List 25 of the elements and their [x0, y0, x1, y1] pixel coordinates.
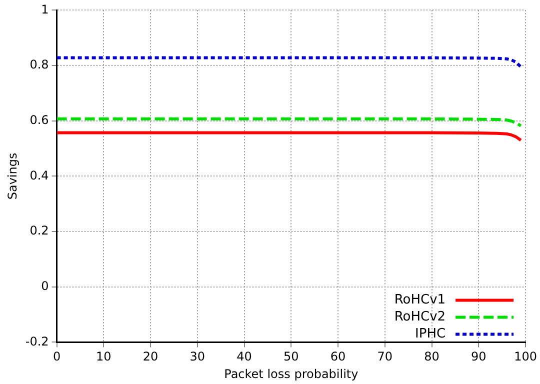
x-tick-label: 90 [471, 350, 486, 364]
legend-label: RoHCv1 [394, 292, 446, 308]
y-tick-label: 1 [41, 2, 49, 16]
x-tick-label: 10 [96, 350, 112, 364]
x-tick-label: 50 [284, 350, 299, 364]
x-tick-label: 60 [330, 350, 346, 364]
x-tick-label: 30 [190, 350, 206, 364]
y-tick-label: 0.8 [30, 58, 49, 72]
line-series [56, 56, 522, 68]
x-tick-label: 20 [142, 350, 158, 364]
x-tick-label: 40 [236, 350, 252, 364]
y-tick-label: 0 [41, 278, 49, 293]
x-axis-title: Packet loss probability [224, 366, 358, 381]
x-tick-label: 80 [424, 350, 440, 364]
y-tick-label: 0.4 [30, 168, 49, 182]
legend-label: RoHCv2 [394, 310, 446, 325]
x-tick-label: 70 [377, 350, 393, 364]
x-tick-label: 100 [514, 350, 537, 364]
line-series [56, 117, 522, 128]
x-tick-label: 0 [52, 350, 61, 364]
y-axis-title: Savings [5, 152, 20, 200]
y-tick-label: 0.2 [30, 224, 49, 238]
y-tick-label: 0.6 [30, 112, 49, 127]
legend-label: IPHC [415, 326, 446, 342]
y-tick-label: -0.2 [25, 334, 49, 348]
